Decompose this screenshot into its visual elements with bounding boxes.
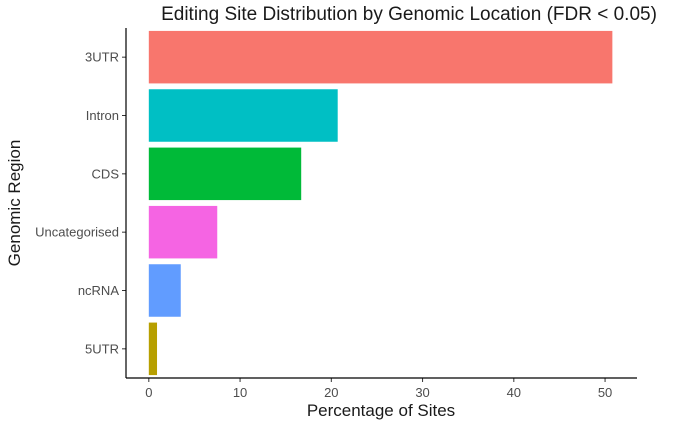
- bar-ncrna: [148, 264, 181, 317]
- y-tick-label-5utr: 5UTR: [85, 341, 119, 356]
- x-tick-label-10: 10: [233, 385, 247, 400]
- x-tick-label-30: 30: [415, 385, 429, 400]
- x-tick-label-20: 20: [324, 385, 338, 400]
- chart-title: Editing Site Distribution by Genomic Loc…: [161, 4, 657, 25]
- bar-uncategorised: [148, 205, 218, 259]
- y-tick-label-3utr: 3UTR: [85, 50, 119, 65]
- y-tick-label-uncategorised: Uncategorised: [35, 225, 119, 240]
- x-tick-label-40: 40: [507, 385, 521, 400]
- bar-cds: [148, 147, 302, 201]
- x-tick-label-0: 0: [145, 385, 152, 400]
- x-tick-label-50: 50: [598, 385, 612, 400]
- x-axis-ticks: 0 10 20 30 40 50: [145, 378, 612, 400]
- y-tick-label-cds: CDS: [92, 166, 120, 181]
- y-tick-label-intron: Intron: [86, 108, 119, 123]
- bar-5utr: [148, 322, 158, 376]
- bars-group: [148, 30, 613, 376]
- x-axis-title: Percentage of Sites: [307, 401, 455, 420]
- bar-3utr: [148, 30, 613, 84]
- y-axis-ticks: 3UTR Intron CDS Uncategorised ncRNA 5UTR: [35, 50, 126, 356]
- bar-intron: [148, 89, 338, 142]
- y-tick-label-ncrna: ncRNA: [78, 283, 120, 298]
- y-axis-title: Genomic Region: [5, 140, 24, 267]
